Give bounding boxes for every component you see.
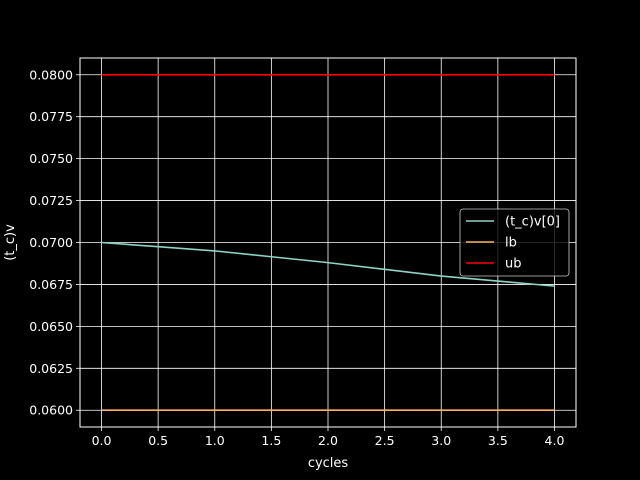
y-tick-label: 0.0775	[29, 109, 73, 124]
y-tick-label: 0.0600	[29, 403, 73, 418]
x-tick-label: 1.0	[205, 433, 225, 448]
x-tick-label: 2.5	[375, 433, 395, 448]
x-tick-label: 0.5	[148, 433, 168, 448]
legend-label: lb	[505, 236, 517, 251]
y-tick-label: 0.0625	[29, 361, 73, 376]
series-layer	[101, 73, 555, 412]
y-tick-label: 0.0700	[29, 235, 73, 250]
x-tick-label: 3.5	[488, 433, 508, 448]
legend-label: ub	[505, 257, 522, 272]
legend-label: (t_c)v[0]	[505, 215, 560, 230]
legend-box	[459, 208, 570, 277]
y-tick-label: 0.0675	[29, 277, 73, 292]
x-tick-label: 3.0	[431, 433, 451, 448]
y-tick-label: 0.0800	[29, 67, 73, 82]
x-tick-label: 0.0	[92, 433, 112, 448]
y-tick-label: 0.0650	[29, 319, 73, 334]
y-tick-label: 0.0725	[29, 193, 73, 208]
series-line-0	[101, 241, 555, 287]
x-tick-label: 1.5	[261, 433, 281, 448]
x-axis-label: cycles	[308, 456, 349, 471]
y-tick-label: 0.0750	[29, 151, 73, 166]
legend: (t_c)v[0]lb ub	[459, 208, 570, 277]
axis-ticks: 0.0 0.5 1.0 1.5 2.0 2.5 3.0 3.5 4.0 0.0600 0.0625 0…	[29, 67, 564, 448]
y-axis-label: (t_c)v	[3, 224, 18, 261]
x-tick-label: 2.0	[318, 433, 338, 448]
x-tick-label: 4.0	[545, 433, 565, 448]
